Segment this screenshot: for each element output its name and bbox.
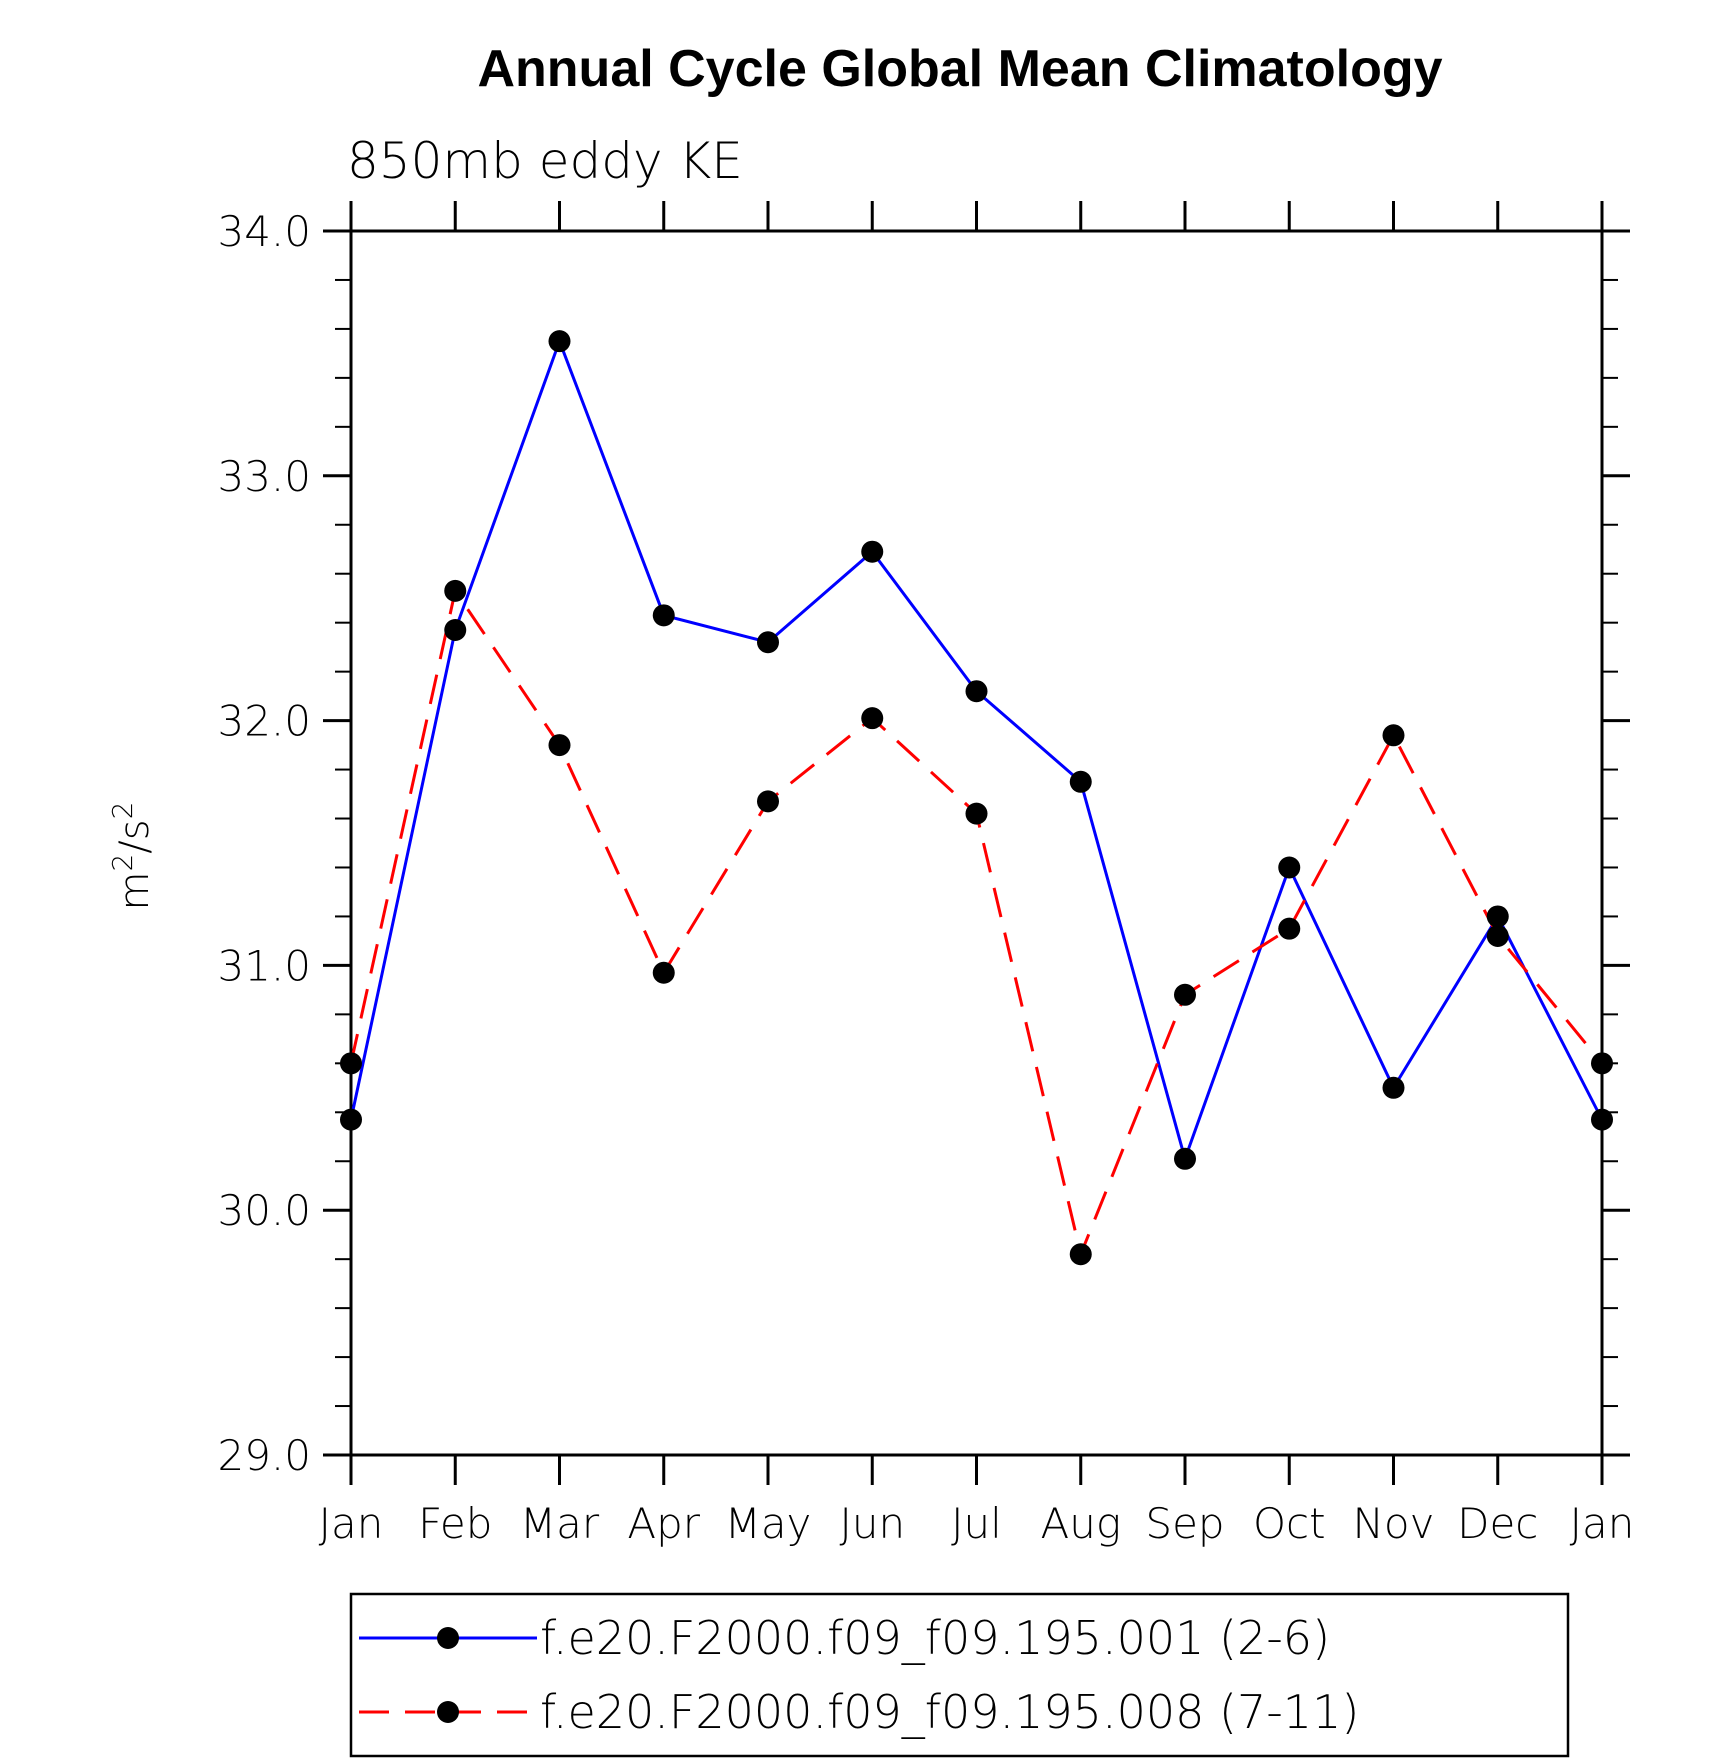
y-tick-label: 30.0 <box>217 1186 311 1235</box>
series-2-point <box>1382 724 1405 747</box>
series-2-point <box>757 790 779 813</box>
x-tick-label: Sep <box>1145 1499 1224 1548</box>
x-tick-label: Mar <box>520 1499 600 1548</box>
x-tick-label: Apr <box>627 1499 700 1548</box>
series-2-point <box>1486 925 1509 948</box>
x-tick-label: May <box>725 1499 812 1548</box>
legend-box <box>349 1592 1570 1758</box>
plot-border <box>349 229 1604 1457</box>
series-2-point <box>340 1052 362 1075</box>
series-markers <box>340 330 1613 1266</box>
series-1-point <box>861 540 884 563</box>
series-2-point <box>548 734 571 757</box>
series-1-point <box>548 330 571 353</box>
y-tick-label: 31.0 <box>217 941 311 990</box>
series-1-point <box>965 680 988 703</box>
series-2-point <box>965 802 988 825</box>
chart-title: Annual Cycle Global Mean Climatology <box>477 40 1442 98</box>
legend: f.e20.F2000.f09_f09.195.001 (2-6) f.e20.F… <box>349 1592 1570 1758</box>
series-line-1 <box>349 336 1604 1164</box>
x-tick-label: Aug <box>1040 1499 1121 1548</box>
series-1-point <box>1174 1147 1196 1170</box>
series-1-point <box>1382 1076 1405 1099</box>
series-1-point <box>444 619 467 642</box>
series-2-point <box>861 707 884 730</box>
series-2-point <box>1278 917 1301 940</box>
x-axis-ticks: Jan Feb Mar Apr May Jun Jul Aug Sep Oct Nov Dec Jan <box>319 201 1635 1548</box>
series-lines <box>349 336 1604 1260</box>
x-tick-label: Jan <box>1570 1499 1635 1548</box>
y-tick-label: 34.0 <box>217 207 311 256</box>
legend-label-2: f.e20.F2000.f09_f09.195.008 (7-11) <box>540 1685 1359 1739</box>
series-2-point <box>652 961 675 984</box>
x-tick-label: Oct <box>1253 1499 1326 1548</box>
series-1-point <box>1278 856 1301 879</box>
series-2-point <box>1069 1243 1092 1266</box>
y-tick-label: 29.0 <box>217 1431 311 1480</box>
x-tick-label: Jun <box>839 1499 905 1548</box>
y-tick-label: 33.0 <box>217 452 311 501</box>
x-tick-label: Jul <box>951 1499 1002 1548</box>
series-2-point <box>444 579 467 602</box>
y-axis-label: m2/s2 <box>106 802 158 911</box>
legend-marker-1 <box>437 1627 459 1649</box>
legend-label-1: f.e20.F2000.f09_f09.195.001 (2-6) <box>540 1611 1330 1665</box>
x-tick-label: Feb <box>418 1499 492 1548</box>
series-2-point <box>1174 983 1196 1006</box>
series-2-point <box>1591 1052 1613 1075</box>
series-1-point <box>757 631 779 654</box>
legend-marker-2 <box>437 1701 459 1723</box>
series-1-point <box>1591 1108 1613 1131</box>
series-1-point <box>1069 770 1092 793</box>
series-1-point <box>652 604 675 627</box>
series-1-point <box>1486 905 1509 928</box>
series-1-point <box>340 1108 362 1131</box>
x-tick-label: Jan <box>319 1499 384 1548</box>
x-tick-label: Nov <box>1353 1499 1435 1548</box>
plot-frame <box>349 229 1604 1457</box>
y-axis-ticks: 29.0 30.0 31.0 32.0 33.0 34.0 <box>217 207 1630 1480</box>
chart-subtitle: 850mb eddy KE <box>347 132 743 190</box>
x-tick-label: Dec <box>1457 1499 1538 1548</box>
y-tick-label: 32.0 <box>217 697 311 746</box>
